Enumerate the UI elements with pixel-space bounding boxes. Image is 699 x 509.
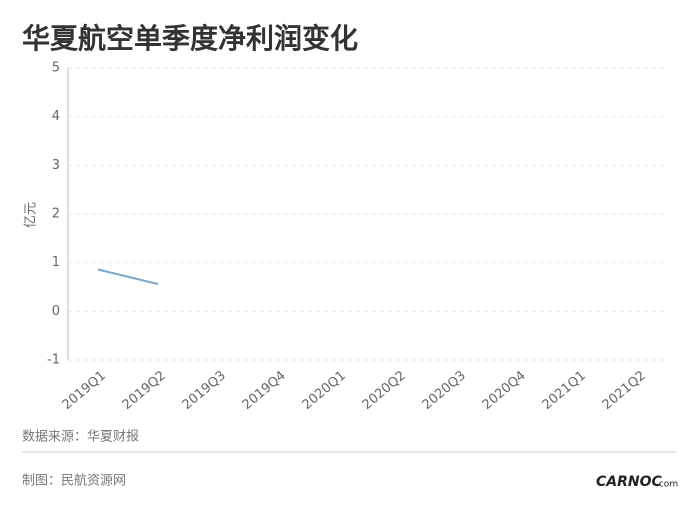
x-tick-label: 2021Q2 (600, 368, 649, 413)
logo: CARNOC (596, 474, 663, 490)
y-tick-label: -1 (47, 353, 60, 368)
y-tick-label: 2 (52, 207, 60, 222)
x-tick-label: 2019Q2 (120, 368, 169, 413)
y-tick-label: 0 (52, 304, 60, 319)
x-tick-label: 2019Q1 (60, 368, 109, 413)
x-tick-label: 2019Q4 (240, 368, 289, 413)
y-axis-label: 亿元 (24, 202, 39, 228)
x-tick-label: 2020Q4 (480, 368, 529, 413)
x-tick-label: 2019Q3 (180, 368, 229, 413)
source: 数据来源：华夏财报 (22, 430, 139, 445)
line (97, 268, 159, 286)
x-tick-label: 2020Q2 (360, 368, 409, 413)
y-tick-label: 4 (52, 109, 60, 124)
x-tick-label: 2020Q1 (300, 368, 349, 413)
credit: 制图：民航资源网 (22, 473, 126, 489)
y-tick-label: 3 (52, 158, 60, 173)
x-tick-label: 2021Q1 (540, 368, 589, 413)
y-tick-label: 1 (52, 255, 60, 270)
x-tick-label: 2020Q3 (420, 368, 469, 413)
logo-suffix: .com (656, 480, 678, 490)
chart-title: 华夏航空单季度净利润变化 (22, 22, 358, 55)
y-tick-label: 5 (52, 61, 60, 76)
